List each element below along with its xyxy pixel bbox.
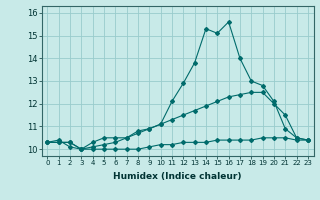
X-axis label: Humidex (Indice chaleur): Humidex (Indice chaleur) bbox=[113, 172, 242, 181]
